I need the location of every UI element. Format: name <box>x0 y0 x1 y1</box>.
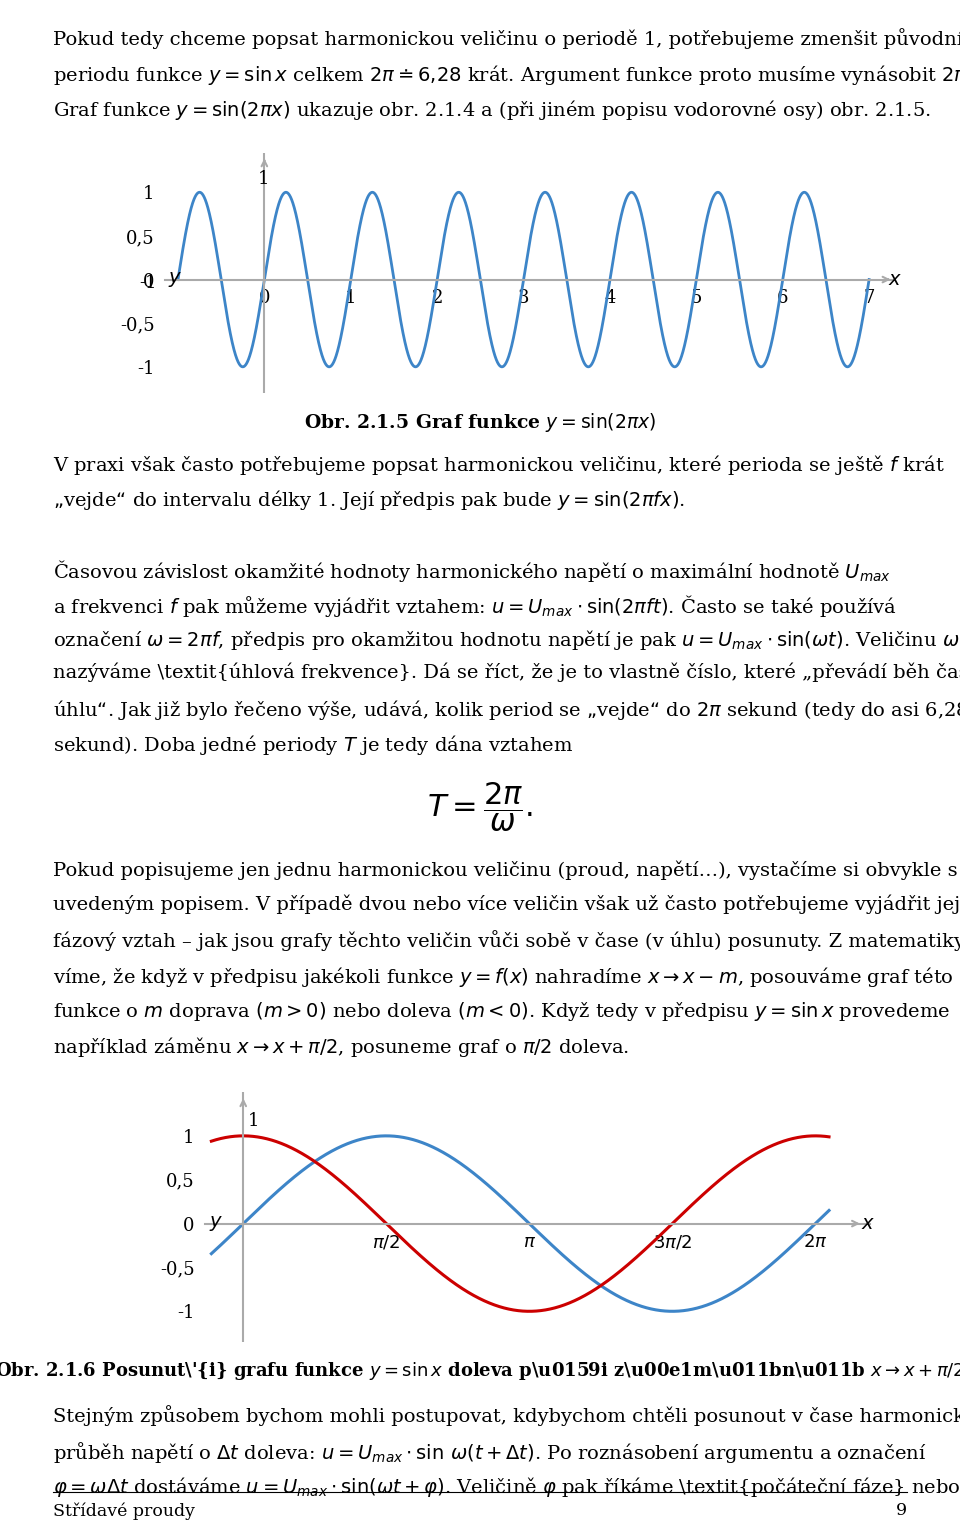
Text: -1: -1 <box>139 274 157 293</box>
Text: 1: 1 <box>258 169 270 187</box>
Text: funkce o $m$ doprava $(m > 0)$ nebo doleva $(m < 0)$. Když tedy v předpisu $y = : funkce o $m$ doprava $(m > 0)$ nebo dole… <box>53 1000 950 1023</box>
Text: 1: 1 <box>248 1111 259 1129</box>
Text: $T = \dfrac{2\pi}{\omega}.$: $T = \dfrac{2\pi}{\omega}.$ <box>427 780 533 834</box>
Text: průběh napětí o $\Delta t$ doleva: $u = U_{max} \cdot \sin\,\omega(t + \Delta t): průběh napětí o $\Delta t$ doleva: $u = … <box>53 1440 926 1465</box>
Text: Pokud tedy chceme popsat harmonickou veličinu o periodě 1, potřebujeme zmenšit p: Pokud tedy chceme popsat harmonickou vel… <box>53 27 960 49</box>
Text: $y$: $y$ <box>208 1215 223 1233</box>
Text: nazýváme \textit{úhlová frekvence}. Dá se říct, že je to vlastně číslo, které „p: nazýváme \textit{úhlová frekvence}. Dá s… <box>53 663 960 683</box>
Text: úhlu“. Jak již bylo řečeno výše, udává, kolik period se „vejde“ do $2\pi$ sekund: úhlu“. Jak již bylo řečeno výše, udává, … <box>53 698 960 722</box>
Text: fázový vztah – jak jsou grafy těchto veličin vůči sobě v čase (v úhlu) posunuty.: fázový vztah – jak jsou grafy těchto vel… <box>53 930 960 951</box>
Text: například záměnu $x \to x + \pi/2$, posuneme graf o $\pi/2$ doleva.: například záměnu $x \to x + \pi/2$, posu… <box>53 1035 629 1059</box>
Text: periodu funkce $y = \sin x$ celkem $2\pi \doteq 6{,}28$ krát. Argument funkce pr: periodu funkce $y = \sin x$ celkem $2\pi… <box>53 62 960 87</box>
Text: Stejným způsobem bychom mohli postupovat, kdybychom chtěli posunout v čase harmo: Stejným způsobem bychom mohli postupovat… <box>53 1405 960 1426</box>
Text: $y$: $y$ <box>168 270 181 290</box>
Text: $\varphi = \omega\Delta t$ dostáváme $u = U_{max} \cdot \sin(\omega t + \varphi): $\varphi = \omega\Delta t$ dostáváme $u … <box>53 1475 960 1500</box>
Text: víme, že když v předpisu jakékoli funkce $y = f(x)$ nahradíme $x \to x - m$, pos: víme, že když v předpisu jakékoli funkce… <box>53 965 953 989</box>
Text: Střídavé proudy: Střídavé proudy <box>53 1503 195 1519</box>
Text: 9: 9 <box>896 1503 907 1519</box>
Text: „vejde“ do intervalu délky 1. Její předpis pak bude $y = \sin(2\pi fx)$.: „vejde“ do intervalu délky 1. Její předp… <box>53 488 685 512</box>
Text: Časovou závislost okamžité hodnoty harmonického napětí o maximální hodnotě $U_{m: Časovou závislost okamžité hodnoty harmo… <box>53 558 891 584</box>
Text: Obr. 2.1.5 Graf funkce $y = \sin(2\pi x)$: Obr. 2.1.5 Graf funkce $y = \sin(2\pi x)… <box>304 411 656 434</box>
Text: Obr. 2.1.6 Posunut\'{i} grafu funkce $y = \sin x$ doleva p\u0159i z\u00e1m\u011b: Obr. 2.1.6 Posunut\'{i} grafu funkce $y … <box>0 1359 960 1382</box>
Text: sekund). Doba jedné periody $T$ je tedy dána vztahem: sekund). Doba jedné periody $T$ je tedy … <box>53 733 573 757</box>
Text: V praxi však často potřebujeme popsat harmonickou veličinu, které perioda se ješ: V praxi však často potřebujeme popsat ha… <box>53 453 946 477</box>
Text: $x$: $x$ <box>861 1215 876 1233</box>
Text: uvedeným popisem. V případě dvou nebo více veličin však už často potřebujeme vyj: uvedeným popisem. V případě dvou nebo ví… <box>53 895 960 914</box>
Text: $x$: $x$ <box>888 271 902 288</box>
Text: a frekvenci $f$ pak můžeme vyjádřit vztahem: $u = U_{max} \cdot \sin(2\pi ft)$. : a frekvenci $f$ pak můžeme vyjádřit vzta… <box>53 593 897 619</box>
Text: Graf funkce $y = \sin(2\pi x)$ ukazuje obr. 2.1.4 a (při jiném popisu vodorovné : Graf funkce $y = \sin(2\pi x)$ ukazuje o… <box>53 98 931 122</box>
Text: Pokud popisujeme jen jednu harmonickou veličinu (proud, napětí…), vystačíme si o: Pokud popisujeme jen jednu harmonickou v… <box>53 860 960 879</box>
Text: označení $\omega = 2\pi f$, předpis pro okamžitou hodnotu napětí je pak $u = U_{: označení $\omega = 2\pi f$, předpis pro … <box>53 628 960 652</box>
